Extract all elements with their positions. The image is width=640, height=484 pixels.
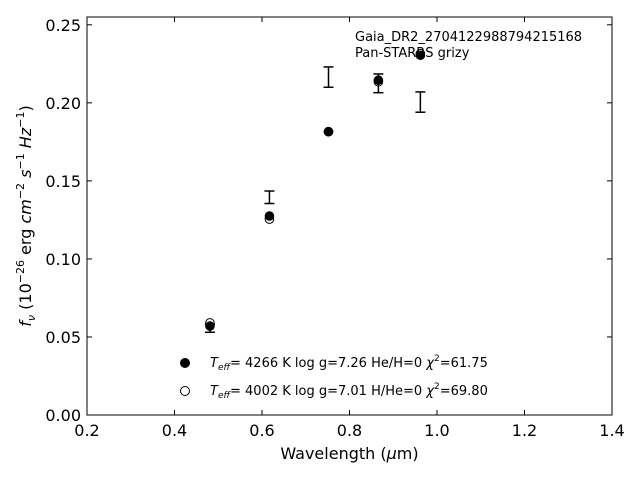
model-point-open [373, 76, 384, 87]
legend-marker-open [180, 386, 190, 396]
model-point-open [205, 318, 215, 328]
model-point-open [323, 126, 334, 137]
x-axis-ticks: 0.2 0.4 0.6 0.8 1.0 1.2 1.4 [74, 17, 625, 440]
annotation-object-id: Gaia_DR2_2704122988794215168 [355, 30, 582, 45]
x-tick-label: 1.2 [512, 421, 537, 440]
annotation-survey: Pan-STARRS grizy [355, 46, 470, 61]
model-points [205, 48, 426, 331]
y-tick-label: 0.20 [45, 94, 81, 113]
x-tick-label: 0.8 [337, 421, 362, 440]
y-tick-label: 0.10 [45, 250, 81, 269]
x-tick-label: 0.2 [74, 421, 99, 440]
legend: Teff= 4266 K log g=7.26 He/H=0 χ2=61.75 … [180, 354, 488, 401]
legend-label-filled: Teff= 4266 K log g=7.26 He/H=0 χ2=61.75 [210, 354, 488, 373]
model-point-filled [264, 211, 275, 221]
x-tick-label: 0.4 [162, 421, 187, 440]
y-tick-label: 0.15 [45, 172, 81, 191]
y-axis-title: fν (10−26 erg cm−2 s−1 Hz−1) [14, 105, 38, 326]
plot-frame [86, 16, 613, 416]
y-axis-ticks: 0.00 0.05 0.10 0.15 0.20 0.25 [45, 16, 612, 425]
y-tick-label: 0.05 [45, 328, 81, 347]
y-tick-label: 0.25 [45, 16, 81, 35]
y-tick-label: 0.00 [45, 406, 81, 425]
model-point-open [264, 214, 275, 224]
x-tick-label: 1.4 [599, 421, 624, 440]
model-point-open [415, 48, 426, 59]
legend-label-open: Teff= 4002 K log g=7.01 H/He=0 χ2=69.80 [210, 382, 488, 401]
x-tick-label: 1.0 [424, 421, 449, 440]
model-point-filled [205, 321, 215, 331]
x-axis-title: Wavelength (μm) [280, 444, 418, 463]
legend-marker-filled [180, 358, 190, 368]
x-tick-label: 0.6 [249, 421, 274, 440]
